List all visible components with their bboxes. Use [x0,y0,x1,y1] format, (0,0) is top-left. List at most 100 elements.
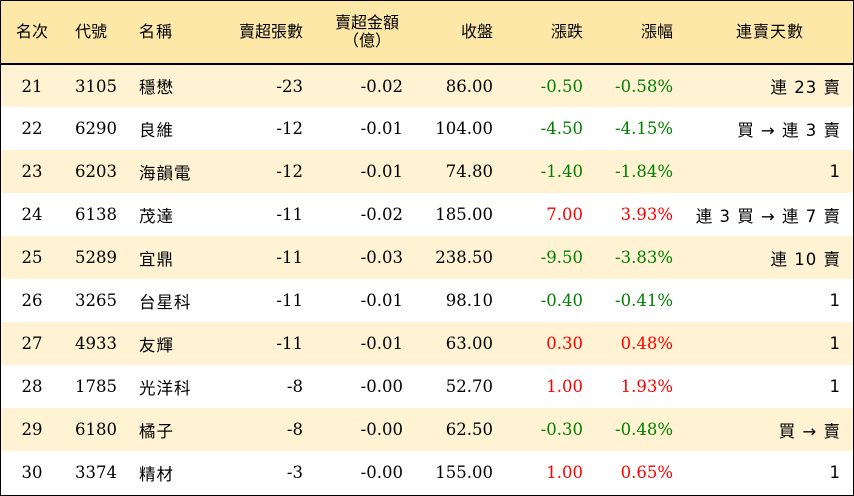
cell-close: 86.00 [445,76,493,96]
cell-consecutive-days: 連 10 賣 [770,249,841,269]
cell-close: 98.10 [445,291,493,310]
cell-name: 良維 [139,120,174,140]
cell-rank: 30 [21,463,43,482]
cell-rank: 25 [21,248,43,267]
header-code: 代號 [63,1,131,65]
cell-change: -9.50 [540,248,583,267]
cell-close: 238.50 [435,248,493,267]
cell-change-pct: -4.15% [615,119,673,138]
cell-consecutive-days: 1 [829,377,841,396]
header-net-sell-lots: 賣超張數 [215,1,317,65]
cell-code: 3265 [75,291,117,310]
table-row: 27 4933 友輝 -11 -0.01 63.00 0.30 0.48% 1 [1,322,853,365]
cell-net-sell-lots: -11 [276,334,303,353]
cell-name: 宜鼎 [139,249,174,269]
cell-change: -0.50 [540,76,583,96]
header-net-sell-amount-line2: （億） [342,31,391,50]
cell-net-sell-amount: -0.00 [360,420,403,439]
cell-code: 6138 [75,205,117,224]
cell-change: -0.30 [540,420,583,439]
header-close: 收盤 [417,1,507,65]
cell-rank: 23 [21,162,43,181]
cell-consecutive-days: 買 → 連 3 賣 [737,120,841,140]
cell-net-sell-amount: -0.03 [360,248,403,267]
cell-consecutive-days: 1 [829,334,841,353]
cell-consecutive-days: 1 [829,162,841,181]
cell-net-sell-lots: -11 [276,248,303,267]
cell-code: 6290 [75,119,117,138]
cell-change-pct: 3.93% [620,205,673,224]
cell-rank: 24 [21,205,43,224]
header-change: 漲跌 [507,1,597,65]
cell-name: 台星科 [139,292,192,312]
cell-code: 3105 [75,76,117,96]
cell-change: 1.00 [546,463,583,482]
cell-change: 1.00 [546,377,583,396]
cell-rank: 28 [21,377,43,396]
table-body: 21 3105 穩懋 -23 -0.02 86.00 -0.50 -0.58% 連 23 賣 22… [1,64,853,494]
cell-name: 海韻電 [139,163,192,183]
cell-consecutive-days: 連 3 買 → 連 7 賣 [695,206,841,226]
cell-code: 4933 [75,334,117,353]
cell-rank: 29 [21,420,43,439]
table-row: 25 5289 宜鼎 -11 -0.03 238.50 -9.50 -3.83% 連 10 賣 [1,236,853,279]
cell-change: -0.40 [540,291,583,310]
cell-rank: 27 [21,334,43,353]
header-net-sell-amount: 賣超金額 （億） [317,1,417,65]
cell-close: 185.00 [435,205,493,224]
cell-net-sell-lots: -8 [286,420,303,439]
cell-net-sell-amount: -0.01 [360,334,403,353]
cell-net-sell-lots: -11 [276,291,303,310]
cell-net-sell-amount: -0.02 [360,205,403,224]
cell-name: 穩懋 [139,78,174,97]
cell-code: 6180 [75,420,117,439]
table-row: 24 6138 茂達 -11 -0.02 185.00 7.00 3.93% 連 3 買 → 連… [1,193,853,236]
cell-net-sell-lots: -3 [286,463,303,482]
table-row: 29 6180 橘子 -8 -0.00 62.50 -0.30 -0.48% 買 → 賣 [1,408,853,451]
cell-name: 精材 [139,464,174,484]
cell-close: 63.00 [445,334,493,353]
cell-close: 155.00 [435,463,493,482]
cell-net-sell-lots: -8 [286,377,303,396]
table-header-row: 名次 代號 名稱 賣超張數 賣超金額 （億） 收盤 漲跌 漲幅 連賣天數 [1,1,853,65]
cell-change-pct: 0.48% [620,334,673,353]
cell-net-sell-amount: -0.02 [360,76,403,96]
table-row: 30 3374 精材 -3 -0.00 155.00 1.00 0.65% 1 [1,451,853,494]
cell-rank: 22 [21,119,43,138]
cell-change-pct: -0.58% [615,76,673,96]
cell-change-pct: -0.41% [615,291,673,310]
cell-name: 茂達 [139,206,174,226]
cell-name: 橘子 [139,421,174,441]
cell-change-pct: -0.48% [615,420,673,439]
cell-consecutive-days: 1 [829,291,841,310]
cell-net-sell-lots: -11 [276,205,303,224]
table-row: 28 1785 光洋科 -8 -0.00 52.70 1.00 1.93% 1 [1,365,853,408]
cell-consecutive-days: 1 [829,463,841,482]
cell-net-sell-amount: -0.01 [360,119,403,138]
cell-close: 74.80 [445,162,493,181]
table-row: 22 6290 良維 -12 -0.01 104.00 -4.50 -4.15% 買 → 連 3… [1,107,853,150]
cell-change: 0.30 [546,334,583,353]
cell-close: 52.70 [445,377,493,396]
table-row: 21 3105 穩懋 -23 -0.02 86.00 -0.50 -0.58% 連 23 賣 [1,64,853,107]
cell-code: 5289 [75,248,117,267]
cell-change: -4.50 [540,119,583,138]
cell-change-pct: -3.83% [615,248,673,267]
cell-code: 3374 [75,463,117,482]
cell-close: 104.00 [435,119,493,138]
cell-net-sell-amount: -0.00 [360,377,403,396]
cell-code: 1785 [75,377,117,396]
cell-rank: 26 [21,291,43,310]
cell-close: 62.50 [445,420,493,439]
cell-change-pct: 1.93% [620,377,673,396]
header-rank: 名次 [1,1,63,65]
cell-name: 光洋科 [139,378,192,398]
cell-net-sell-amount: -0.01 [360,291,403,310]
cell-change-pct: 0.65% [620,463,673,482]
cell-change: -1.40 [540,162,583,181]
cell-net-sell-lots: -23 [276,76,303,96]
cell-net-sell-lots: -12 [276,162,303,181]
cell-code: 6203 [75,162,117,181]
